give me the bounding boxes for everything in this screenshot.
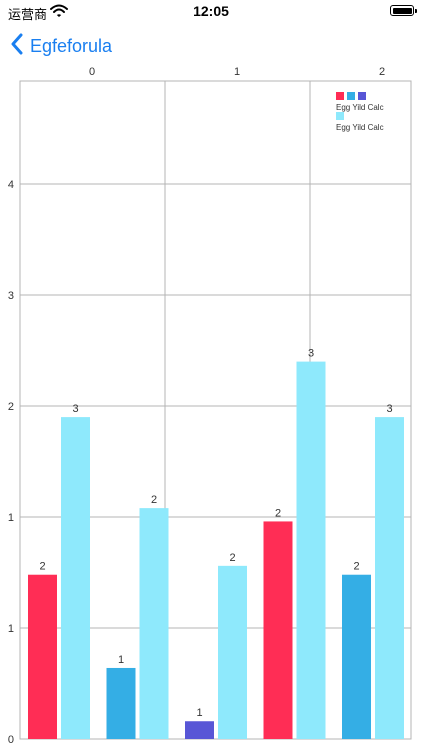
back-label: Egfeforula — [30, 35, 113, 56]
bar-chart-svg: 0 1 1 2 3 4 0 1 2 2 1 1 2 2 3 2 2 3 3 Egg Yild Calc Egg Yild… — [8, 66, 412, 746]
bar — [296, 361, 326, 739]
y-tick-label: 0 — [8, 734, 14, 746]
bar-value-label: 3 — [308, 348, 314, 360]
bar-value-label: 1 — [118, 654, 124, 666]
y-tick-label: 3 — [8, 290, 14, 302]
bar — [106, 667, 136, 739]
battery-icon — [390, 5, 417, 16]
status-time: 12:05 — [193, 3, 229, 19]
bar-value-label: 2 — [151, 494, 157, 506]
bar — [185, 721, 214, 739]
plot-frame — [19, 80, 412, 740]
y-tick-label: 4 — [8, 179, 14, 191]
navigation-bar: Egfeforula — [0, 24, 422, 68]
legend-swatch — [336, 92, 344, 100]
bar — [342, 574, 371, 739]
legend-label: Egg Yild Calc — [336, 103, 384, 112]
bar — [218, 565, 247, 739]
legend-swatch — [347, 92, 355, 100]
y-tick-label: 2 — [8, 401, 14, 413]
bar-value-label: 2 — [275, 507, 281, 519]
y-tick-label: 1 — [8, 623, 14, 635]
back-button[interactable]: Egfeforula — [10, 32, 112, 60]
legend-swatch — [358, 92, 366, 100]
bar-value-label: 2 — [353, 561, 359, 573]
chevron-left-icon — [10, 33, 24, 60]
bar — [61, 417, 90, 739]
top-tick-label: 1 — [234, 66, 240, 78]
top-tick-label: 0 — [89, 66, 95, 78]
bar — [139, 508, 169, 739]
wifi-icon — [50, 4, 68, 23]
legend-label: Egg Yild Calc — [336, 123, 384, 132]
top-tick-label: 2 — [379, 66, 385, 78]
bar-value-label: 1 — [196, 707, 202, 719]
legend-swatch — [336, 112, 344, 120]
y-tick-label: 1 — [8, 512, 14, 524]
bar — [375, 417, 404, 739]
bar-value-label: 3 — [72, 403, 78, 415]
bar-value-label: 2 — [229, 552, 235, 564]
bar — [28, 574, 57, 739]
bar-chart[interactable]: 0 1 1 2 3 4 0 1 2 2 1 1 2 2 3 2 2 3 3 Egg Yild Calc Egg Yild… — [0, 64, 422, 750]
carrier-label: 运营商 — [8, 7, 48, 22]
bar — [263, 521, 293, 739]
bar-value-label: 3 — [386, 403, 392, 415]
bar-value-label: 2 — [39, 561, 45, 573]
status-bar: 运营商 12:05 — [0, 0, 422, 24]
